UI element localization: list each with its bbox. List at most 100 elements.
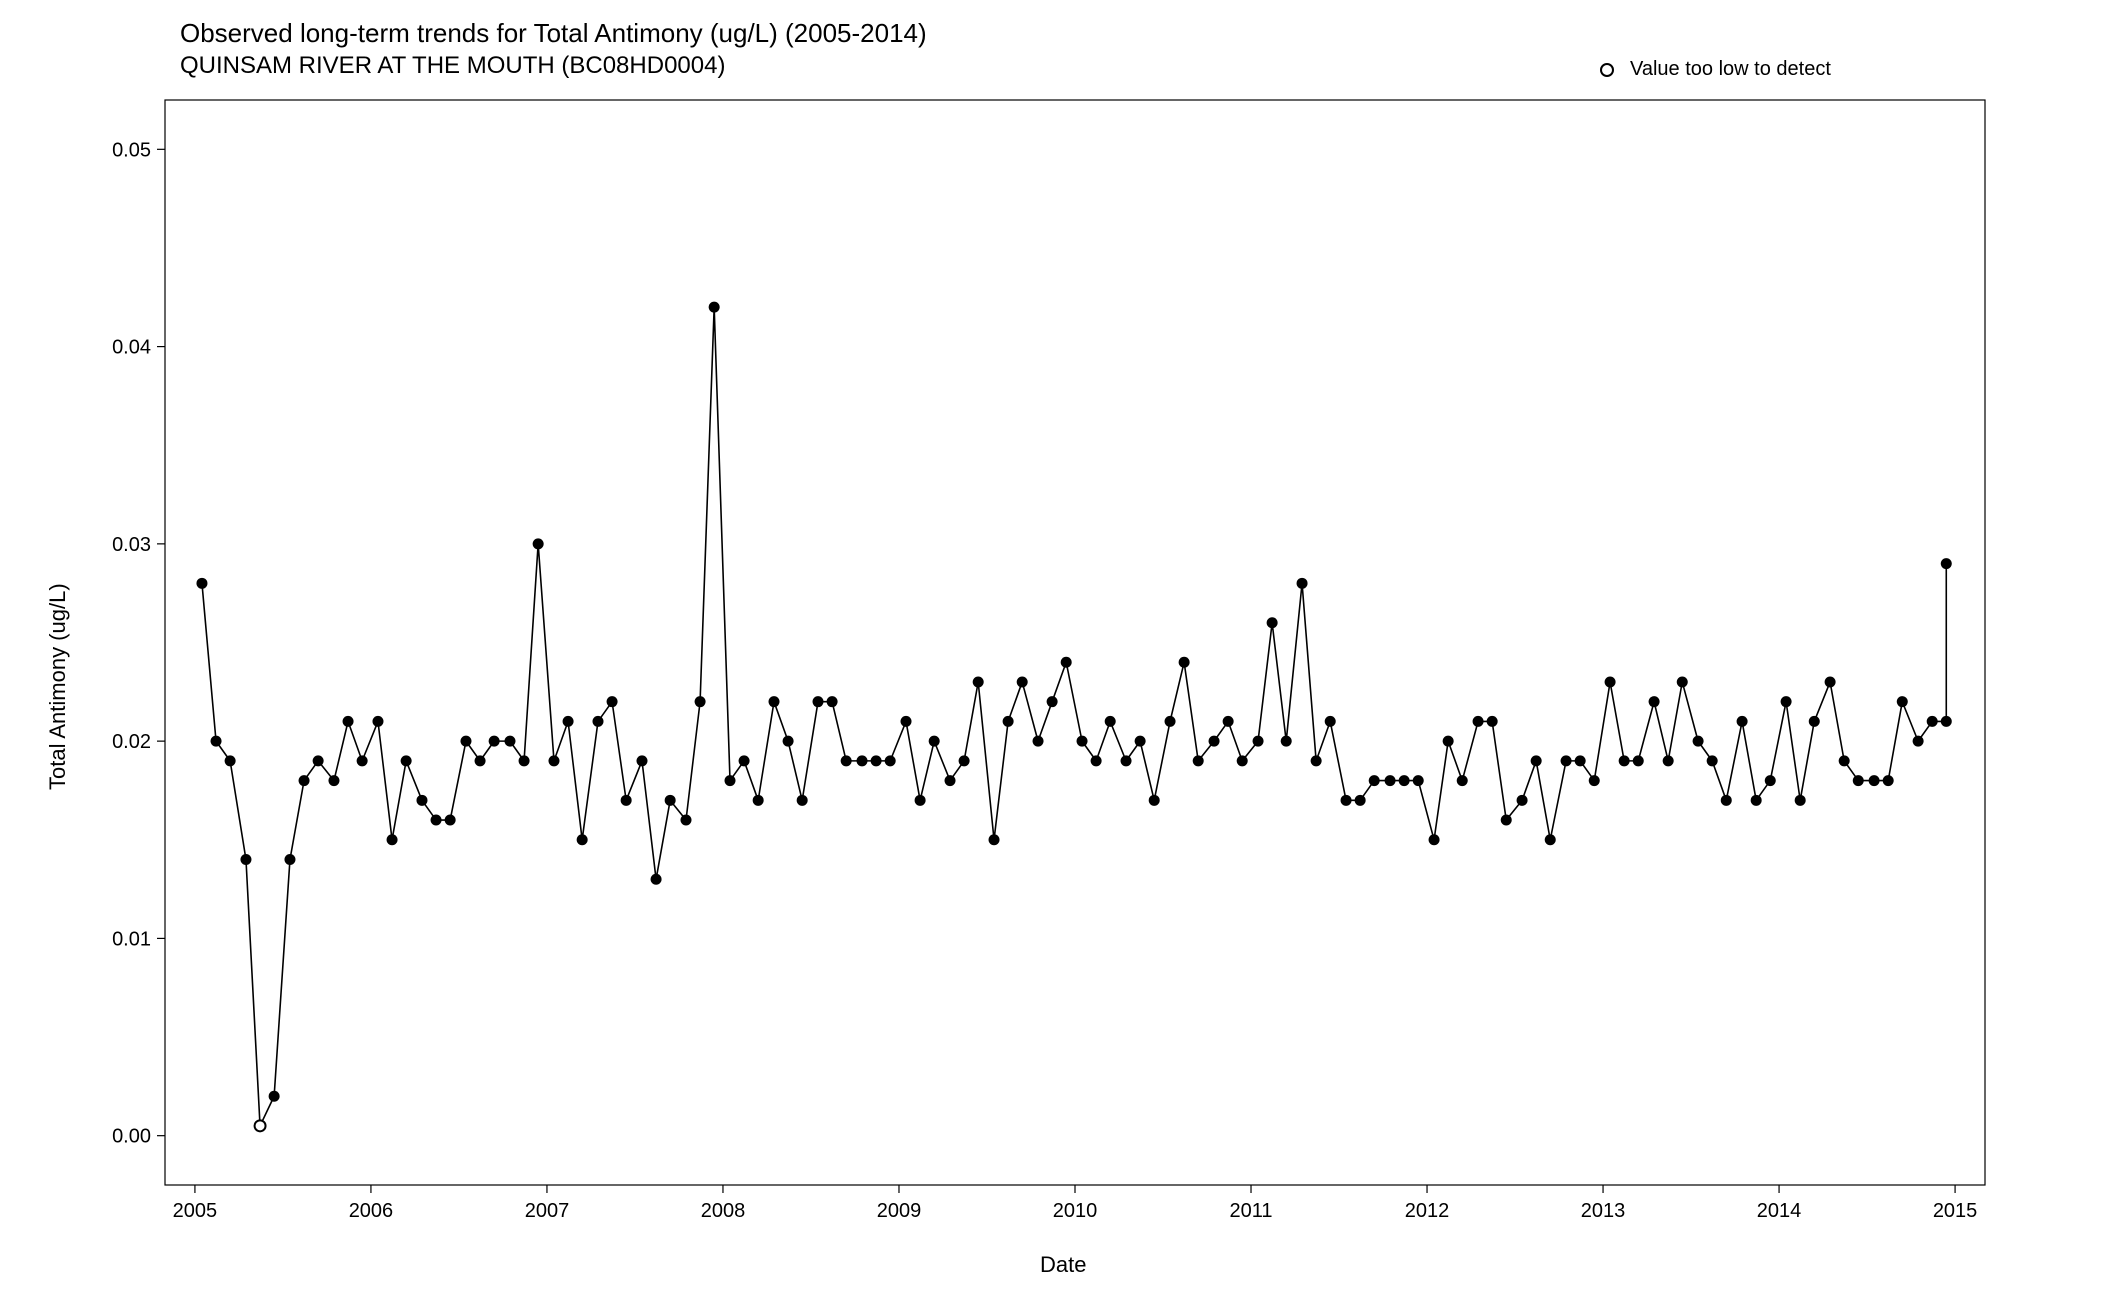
data-marker [1047,696,1058,707]
data-marker [1517,795,1528,806]
data-marker [1253,736,1264,747]
plot-svg: 2005 2006 2007 2008 2009 2010 2011 2012 2013 2014… [0,0,2112,1309]
data-marker [1105,716,1116,727]
data-marker [1927,716,1938,727]
data-marker [1633,755,1644,766]
data-marker [665,795,676,806]
x-tick-label: 2010 [1053,1200,1098,1222]
data-marker [1369,775,1380,786]
data-marker [1341,795,1352,806]
data-marker [489,736,500,747]
data-marker [1619,755,1630,766]
x-tick-label: 2009 [877,1200,922,1222]
y-tick-label: 0.04 [112,337,151,359]
data-marker [1033,736,1044,747]
y-tick-label: 0.02 [112,731,151,753]
data-marker [357,755,368,766]
data-marker [313,755,324,766]
data-marker [1413,775,1424,786]
data-marker [1487,716,1498,727]
data-marker [1399,775,1410,786]
data-marker [709,302,720,313]
data-marker [929,736,940,747]
data-marker [1325,716,1336,727]
data-marker [1795,795,1806,806]
data-marker [1751,795,1762,806]
data-marker [1707,755,1718,766]
data-marker [695,696,706,707]
data-marker [1135,736,1146,747]
data-marker [1693,736,1704,747]
data-marker [1149,795,1160,806]
data-marker [1121,755,1132,766]
data-marker [797,795,808,806]
data-marker [1589,775,1600,786]
data-marker [1721,795,1732,806]
data-marker [1897,696,1908,707]
data-marker [1061,657,1072,668]
data-marker [548,755,559,766]
data-marker [959,755,970,766]
data-marker [681,815,692,826]
data-marker [885,755,896,766]
data-marker [431,815,442,826]
x-tick-label: 2012 [1405,1200,1450,1222]
data-marker [1165,716,1176,727]
data-marker [1531,755,1542,766]
data-marker [1077,736,1088,747]
data-marker [1781,696,1792,707]
data-marker [475,755,486,766]
data-marker [871,755,882,766]
data-marker [637,755,648,766]
data-marker [563,716,574,727]
x-tick-label: 2006 [349,1200,394,1222]
data-marker [1017,676,1028,687]
data-marker [1209,736,1220,747]
data-marker [387,834,398,845]
data-marker [416,795,427,806]
x-tick-label: 2011 [1230,1200,1273,1222]
data-marker [621,795,632,806]
x-tick-label: 2014 [1757,1200,1802,1222]
data-marker [460,736,471,747]
x-tick-label: 2005 [173,1200,218,1222]
x-tick-label: 2007 [525,1200,570,1222]
data-marker [1267,617,1278,628]
data-marker [753,795,764,806]
data-marker [1883,775,1894,786]
x-tick-label: 2008 [701,1200,746,1222]
data-marker [783,736,794,747]
data-marker [1663,755,1674,766]
x-tick-label: 2013 [1581,1200,1626,1222]
data-marker [519,755,530,766]
data-marker [1561,755,1572,766]
series-line [202,307,1946,1126]
data-marker [196,578,207,589]
data-marker [1297,578,1308,589]
data-marker [1649,696,1660,707]
data-marker [240,854,251,865]
data-marker [739,755,750,766]
y-tick-label: 0.00 [112,1126,151,1148]
data-marker [945,775,956,786]
data-marker [401,755,412,766]
data-marker [813,696,824,707]
data-marker [1311,755,1322,766]
data-marker [827,696,838,707]
data-marker [1237,755,1248,766]
data-marker [299,775,310,786]
data-marker [1853,775,1864,786]
data-marker [1223,716,1234,727]
data-marker [1575,755,1586,766]
data-marker [1605,676,1616,687]
data-marker [769,696,780,707]
data-marker [901,716,912,727]
data-marker [577,834,588,845]
data-marker [1457,775,1468,786]
data-marker [1473,716,1484,727]
x-tick-label: 2015 [1933,1200,1978,1222]
data-marker [1677,676,1688,687]
data-marker [915,795,926,806]
data-marker [1941,716,1952,727]
data-marker [1355,795,1366,806]
